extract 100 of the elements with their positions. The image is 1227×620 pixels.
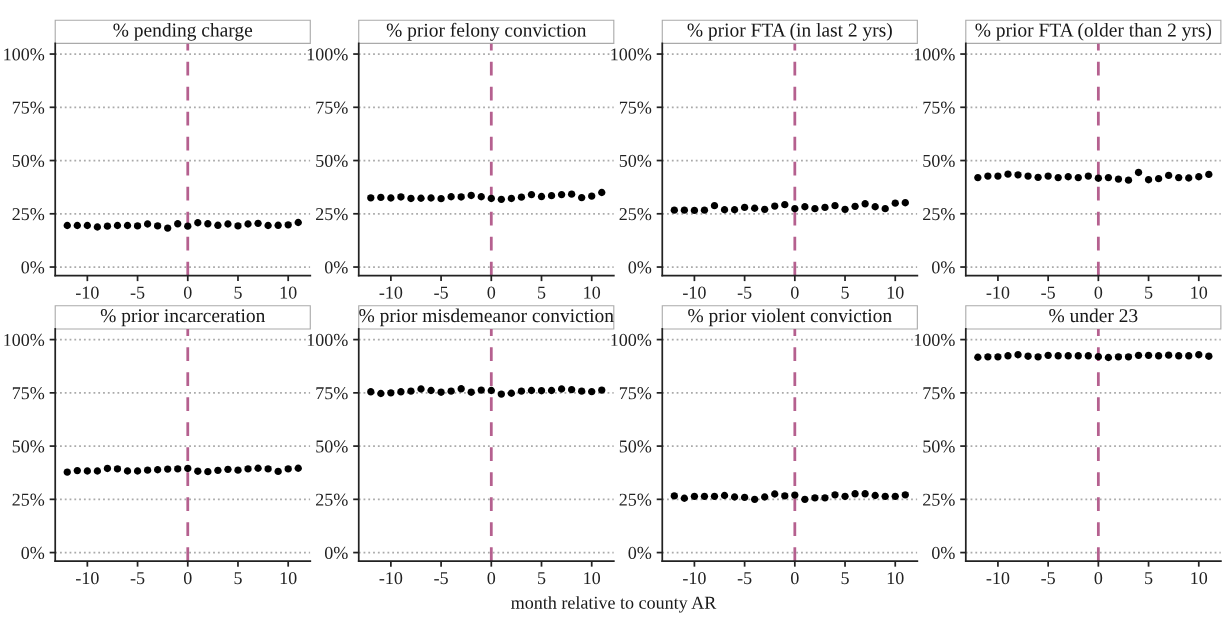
x-tick-label: -10	[986, 572, 1010, 585]
y-tick-label: 75%	[316, 101, 348, 114]
y-tick-label: 50%	[12, 154, 45, 168]
x-tick-label: -10	[683, 286, 706, 299]
point	[831, 202, 839, 210]
x-tick-label: -5	[130, 286, 145, 299]
point	[811, 205, 819, 213]
y-tick-label: 100%	[4, 48, 45, 61]
x-tick-label: -10	[986, 286, 1010, 299]
point	[841, 205, 849, 213]
x-tick-label: -5	[130, 572, 145, 585]
point	[578, 193, 586, 202]
x-tick-label: 10	[280, 286, 297, 299]
x-tick-label: 5	[538, 286, 546, 299]
x-tick-label: -5	[1041, 572, 1055, 585]
x-tick-label: 5	[1145, 572, 1153, 585]
x-tick-label: 0	[1094, 286, 1103, 299]
point	[367, 194, 375, 202]
y-tick-label: 50%	[619, 440, 652, 453]
x-tick-label: 10	[887, 286, 904, 299]
point	[527, 190, 536, 199]
x-tick-label: 10	[280, 572, 297, 585]
point	[690, 206, 699, 215]
x-tick-label: 0	[791, 572, 799, 585]
point	[1154, 174, 1163, 183]
point	[1024, 172, 1032, 180]
point	[1094, 174, 1103, 182]
y-tick-label: 75%	[619, 101, 652, 114]
point	[537, 192, 546, 201]
point	[1014, 171, 1022, 179]
x-tick-label: -5	[434, 572, 448, 585]
point	[1084, 172, 1092, 180]
point	[437, 194, 445, 203]
chart-title: % prior incarceration	[100, 309, 266, 327]
chart-title: % prior felony conviction	[386, 22, 587, 41]
y-tick-label: 0%	[324, 261, 348, 274]
x-tick-label: 5	[538, 572, 546, 585]
point	[1185, 174, 1193, 182]
y-tick-label: 100%	[4, 333, 45, 347]
chart-title: % prior misdemeanor conviction	[359, 308, 614, 327]
y-tick-label: 50%	[923, 154, 955, 168]
y-tick-label: 0%	[324, 546, 348, 560]
point	[1004, 170, 1012, 178]
point	[740, 203, 749, 212]
x-tick-label: -10	[379, 572, 403, 585]
x-tick-label: 0	[183, 286, 192, 299]
x-tick-label: -5	[434, 286, 448, 299]
point	[387, 194, 395, 202]
point	[710, 202, 719, 210]
y-tick-label: 25%	[923, 493, 955, 506]
y-tick-label: 75%	[923, 101, 955, 114]
y-tick-label: 0%	[932, 546, 955, 560]
point	[720, 206, 729, 214]
x-tick-label: 10	[1191, 286, 1208, 299]
x-tick-label: -5	[737, 286, 752, 299]
x-tick-label: 10	[584, 286, 601, 299]
y-tick-label: 50%	[619, 154, 652, 168]
point	[457, 193, 465, 201]
y-tick-label: 75%	[619, 387, 652, 400]
point	[1074, 173, 1082, 182]
point	[447, 193, 455, 201]
y-tick-label: 0%	[21, 261, 45, 274]
point	[730, 206, 739, 214]
point	[567, 190, 576, 198]
y-tick-label: 0%	[932, 261, 955, 274]
point	[427, 194, 435, 202]
y-tick-label: 25%	[923, 208, 955, 221]
point	[791, 205, 799, 213]
point	[547, 192, 556, 200]
point	[1144, 176, 1153, 184]
point	[680, 206, 689, 214]
point	[397, 193, 405, 201]
point	[871, 203, 879, 211]
y-tick-label: 75%	[316, 387, 348, 400]
x-tick-label: -10	[75, 286, 99, 299]
point	[467, 191, 475, 200]
point	[1044, 172, 1052, 180]
point	[1054, 173, 1062, 182]
y-tick-label: 0%	[628, 261, 652, 274]
point	[377, 193, 385, 202]
point	[901, 199, 909, 207]
point	[517, 193, 526, 201]
y-tick-label: 100%	[914, 48, 955, 61]
x-tick-label: 5	[234, 572, 242, 585]
point	[761, 205, 769, 213]
point	[497, 195, 506, 203]
x-tick-label: 10	[887, 572, 904, 585]
point	[750, 204, 759, 212]
y-tick-label: 25%	[12, 208, 45, 221]
point	[1114, 175, 1123, 183]
point	[1205, 170, 1213, 179]
x-tick-label: -10	[683, 572, 706, 585]
point	[994, 172, 1002, 180]
point	[598, 188, 606, 197]
x-tick-label: 5	[1145, 286, 1153, 299]
x-tick-label: 5	[841, 286, 849, 299]
y-tick-label: 25%	[12, 493, 45, 506]
point	[781, 200, 789, 209]
point	[1164, 171, 1173, 180]
y-tick-label: 100%	[914, 333, 955, 347]
